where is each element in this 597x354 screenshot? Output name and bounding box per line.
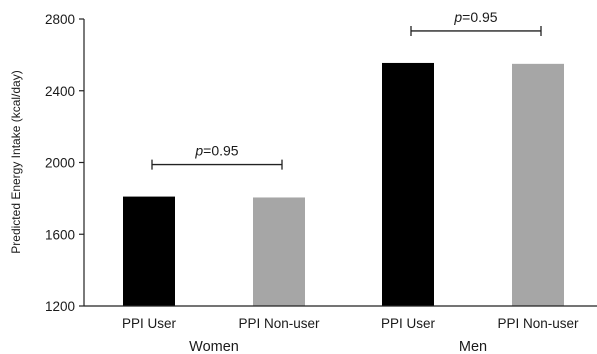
x-group-label: Men (459, 339, 487, 354)
significance-bracket (410, 25, 542, 36)
annotations-layer: p=0.95p=0.95 (151, 9, 542, 170)
y-tick-label: 2800 (45, 12, 75, 27)
x-category-label: PPI Non-user (497, 316, 579, 331)
bar (382, 62, 434, 307)
x-category-label: PPI Non-user (238, 316, 320, 331)
p-value-text: =0.95 (203, 143, 239, 159)
p-value-text: =0.95 (462, 9, 498, 25)
x-category-label: PPI User (122, 316, 177, 331)
bars-layer (123, 62, 564, 307)
y-axis-ticks: 1200 1600 2000 2400 2800 (45, 12, 84, 314)
bar (512, 63, 564, 306)
bar (123, 196, 175, 306)
y-axis-label: Predicted Energy Intake (kcal/day) (9, 70, 23, 253)
p-value-annotation: p=0.95 (194, 143, 238, 159)
p-value-symbol: p (453, 9, 462, 25)
y-tick-label: 2000 (45, 156, 75, 171)
y-tick-label: 1600 (45, 227, 75, 242)
x-category-label: PPI User (381, 316, 436, 331)
y-tick-label: 2400 (45, 84, 75, 99)
p-value-annotation: p=0.95 (453, 9, 497, 25)
y-tick-label: 1200 (45, 299, 75, 314)
x-axis-labels: PPI User PPI Non-user Women PPI User PPI Non… (122, 316, 579, 354)
significance-bracket (151, 159, 283, 170)
p-value-symbol: p (194, 143, 203, 159)
x-group-label: Women (189, 339, 239, 354)
bar (253, 197, 305, 306)
